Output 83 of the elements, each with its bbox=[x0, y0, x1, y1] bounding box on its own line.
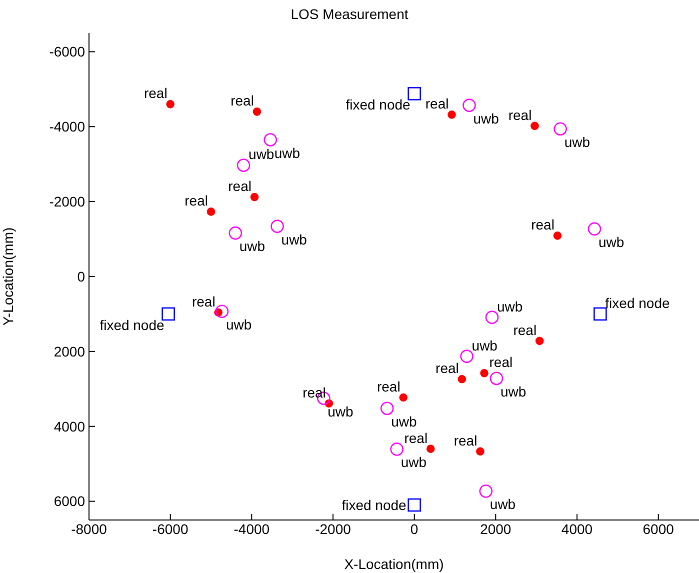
text: real bbox=[184, 192, 208, 209]
x-axis-title: X-Location(mm) bbox=[344, 556, 444, 572]
text: real bbox=[436, 360, 459, 376]
series-label: uwb bbox=[248, 146, 274, 162]
point bbox=[380, 402, 394, 416]
text: uwb bbox=[281, 231, 307, 248]
y-tick-label: 4000 bbox=[54, 418, 86, 434]
y-tick-label: 0 bbox=[77, 268, 86, 284]
y-tick-label: -4000 bbox=[49, 118, 86, 135]
point bbox=[390, 442, 404, 456]
x-tick-label: 4000 bbox=[561, 520, 593, 537]
point bbox=[408, 498, 421, 512]
point bbox=[588, 222, 602, 236]
point bbox=[479, 484, 493, 498]
text: real bbox=[192, 293, 216, 310]
text: real bbox=[228, 178, 252, 194]
point bbox=[408, 87, 421, 100]
point bbox=[462, 98, 476, 112]
text: real bbox=[302, 384, 326, 400]
text: real bbox=[230, 92, 254, 109]
text: real bbox=[513, 322, 537, 338]
x-tick-label: -6000 bbox=[152, 520, 188, 537]
y-tick-label: 6000 bbox=[54, 493, 86, 510]
text: uwb bbox=[400, 454, 427, 470]
point bbox=[270, 220, 284, 233]
text: uwb bbox=[500, 383, 526, 400]
text: real bbox=[531, 216, 554, 233]
x-tick-label: -4000 bbox=[234, 520, 270, 537]
text: uwb bbox=[472, 337, 498, 354]
series-label: real bbox=[404, 430, 428, 446]
text: uwb bbox=[598, 234, 624, 250]
text: uwb bbox=[497, 298, 523, 314]
point bbox=[236, 158, 250, 172]
text: uwb bbox=[226, 316, 252, 332]
point bbox=[215, 304, 229, 318]
text: fixed node bbox=[100, 316, 164, 333]
text: uwb bbox=[473, 110, 499, 126]
series-label: fixed node bbox=[605, 294, 670, 311]
x-tick-label: 2000 bbox=[480, 520, 512, 537]
y-tick-label: 2000 bbox=[54, 343, 86, 360]
point bbox=[485, 310, 499, 324]
text: real bbox=[425, 96, 449, 112]
y-axis-title: Y-Location(mm) bbox=[0, 227, 16, 326]
text: uwb bbox=[564, 134, 590, 150]
point bbox=[530, 122, 539, 130]
point bbox=[490, 372, 504, 386]
point bbox=[594, 307, 607, 321]
text: real bbox=[489, 354, 513, 370]
point bbox=[250, 192, 259, 202]
point bbox=[448, 110, 456, 119]
point bbox=[426, 444, 435, 453]
point bbox=[166, 100, 174, 108]
text: real bbox=[376, 378, 400, 394]
point bbox=[460, 350, 474, 363]
x-tick-label: -8000 bbox=[71, 520, 108, 537]
point bbox=[228, 226, 242, 240]
point bbox=[162, 307, 175, 321]
text: fixed node bbox=[346, 96, 410, 113]
point bbox=[399, 393, 408, 402]
point bbox=[535, 336, 544, 346]
x-tick-label: 0 bbox=[410, 520, 418, 537]
chart-title: LOS Measurement bbox=[290, 6, 410, 22]
text: uwb bbox=[274, 144, 300, 161]
point bbox=[458, 374, 466, 384]
point bbox=[476, 447, 484, 456]
text: real bbox=[508, 106, 532, 123]
text: uwb bbox=[490, 496, 516, 512]
text: fixed node bbox=[342, 497, 406, 514]
text: real bbox=[454, 432, 478, 448]
point bbox=[206, 208, 216, 216]
point bbox=[480, 369, 488, 378]
x-tick-label: -2000 bbox=[315, 520, 352, 537]
text: uwb bbox=[328, 403, 354, 420]
y-tick-label: -2000 bbox=[49, 194, 86, 210]
point bbox=[252, 108, 262, 116]
point bbox=[554, 122, 567, 136]
text: real bbox=[144, 85, 168, 102]
text: uwb bbox=[391, 413, 417, 430]
point bbox=[553, 232, 562, 240]
x-tick-label: 6000 bbox=[642, 520, 674, 537]
point bbox=[264, 133, 278, 146]
y-tick-label: -6000 bbox=[49, 44, 86, 60]
text: uwb bbox=[239, 238, 266, 254]
